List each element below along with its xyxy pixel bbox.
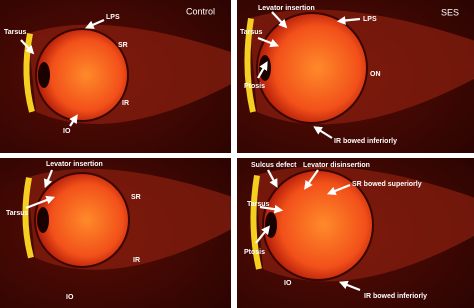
annotation-label: IO — [284, 280, 292, 287]
mri-panel: SES Levator insertion LPS Tarsus ON Ptosis IR … — [237, 0, 474, 153]
annotation-label: IR bowed inferiorly — [364, 293, 427, 300]
annotation-label: Levator insertion — [258, 5, 315, 12]
annotation-label: Tarsus — [247, 201, 270, 208]
annotation-label: SR — [118, 42, 128, 49]
annotation-label: Tarsus — [240, 29, 263, 36]
annotation-arrow — [255, 225, 271, 244]
annotation-arrow — [313, 126, 333, 139]
annotation-arrow — [25, 195, 56, 210]
annotation-label: Ptosis — [244, 249, 265, 256]
annotation-arrow — [267, 169, 278, 188]
lens — [37, 207, 49, 233]
annotation-arrow — [304, 169, 319, 190]
mri-panel: Levator insertion Tarsus SR IR IO — [0, 158, 231, 308]
annotation-arrow — [271, 11, 288, 29]
mri-panel: Control Tarsus LPS SR IR IO — [0, 0, 231, 153]
annotation-arrow — [338, 280, 361, 292]
annotation-label: SR — [131, 194, 141, 201]
annotation-arrow — [20, 39, 35, 55]
annotation-label: SR bowed superiorly — [352, 181, 422, 188]
annotation-label: Ptosis — [244, 83, 265, 90]
annotation-arrow — [43, 169, 54, 189]
annotation-label: IO — [66, 294, 74, 301]
annotation-arrow — [84, 18, 105, 29]
panel-title: SES — [441, 7, 459, 17]
eye-globe — [256, 12, 368, 124]
annotation-arrow — [259, 204, 284, 214]
annotation-label: ON — [370, 71, 381, 78]
mri-panel: Sulcus defect Levator disinsertion SR bowe… — [237, 158, 474, 308]
annotation-label: IR — [122, 100, 129, 107]
panel-title: Control — [186, 6, 215, 16]
eyelid — [22, 177, 34, 259]
annotation-label: Sulcus defect — [251, 162, 297, 169]
annotation-label: IO — [63, 128, 71, 135]
lens — [265, 212, 277, 238]
annotation-label: LPS — [106, 14, 120, 21]
annotation-label: Levator disinsertion — [303, 162, 370, 169]
annotation-label: IR — [133, 257, 140, 264]
annotation-arrow — [336, 16, 361, 25]
annotation-arrow — [257, 36, 280, 48]
annotation-label: Tarsus — [4, 29, 27, 36]
annotation-arrow — [326, 183, 351, 196]
eyelid — [23, 33, 35, 113]
eye-globe — [34, 172, 130, 268]
eyelid — [244, 18, 256, 113]
annotation-arrow — [257, 61, 268, 79]
annotation-arrow — [69, 114, 78, 127]
eyelid — [250, 175, 262, 270]
lens — [38, 62, 50, 88]
annotation-label: IR bowed inferiorly — [334, 138, 397, 145]
annotation-label: Levator insertion — [46, 161, 103, 168]
eye-globe — [35, 28, 129, 122]
annotation-label: LPS — [363, 16, 377, 23]
annotation-label: Tarsus — [6, 210, 29, 217]
lens — [259, 55, 271, 81]
